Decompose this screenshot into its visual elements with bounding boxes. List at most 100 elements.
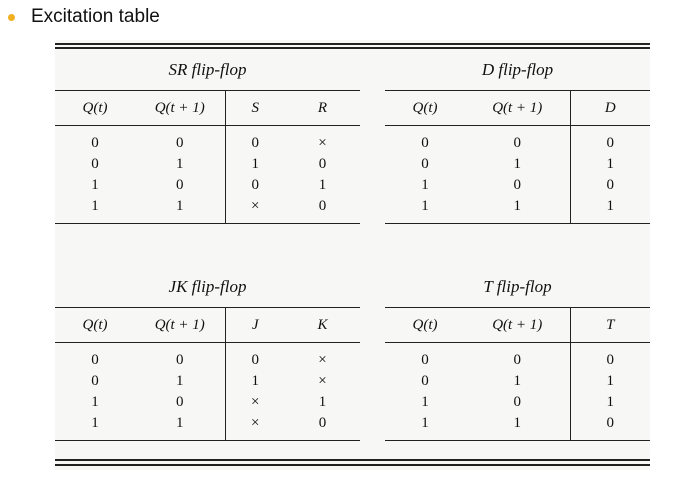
bottom-rule-2	[55, 464, 650, 466]
cell: 0	[465, 125, 571, 154]
cell: 0	[421, 352, 429, 368]
cell: 1	[318, 177, 327, 193]
cell: ×	[251, 394, 260, 410]
table-row: 0 0 0	[385, 342, 650, 371]
sr-header-s: S	[225, 90, 285, 126]
cell: 1	[91, 198, 99, 214]
d-table: Q(t) Q(t + 1) D 0 0 0 0 1 1 1 0 0 1 1 1	[385, 90, 650, 224]
cell: 0	[421, 156, 429, 172]
table-row: 1 0 0	[385, 175, 650, 196]
cell: 1	[91, 177, 99, 193]
cell: 1	[421, 177, 429, 193]
table-row: 1 0 1	[385, 392, 650, 413]
cell: 1	[251, 373, 260, 389]
table-row: 1 0 × 1	[55, 392, 360, 413]
bullet-icon	[8, 14, 15, 21]
d-header-qt1: Q(t + 1)	[465, 90, 571, 126]
table-row: 0 1 1	[385, 154, 650, 175]
table-row: 0 0 0 ×	[55, 125, 360, 154]
sr-table: Q(t) Q(t + 1) S R 0 0 0 × 0 1 1 0 1 0 0 …	[55, 90, 360, 224]
jk-header-qt: Q(t)	[55, 307, 135, 343]
sr-header-qt1: Q(t + 1)	[135, 90, 226, 126]
table-row: 1 1 1	[385, 196, 650, 224]
slide-title-text: Excitation table	[31, 6, 160, 27]
top-rule-2	[55, 47, 650, 49]
cell: 0	[135, 392, 226, 413]
t-header-qt: Q(t)	[385, 307, 465, 343]
t-header-qt1: Q(t + 1)	[465, 307, 571, 343]
cell: 1	[318, 394, 327, 410]
cell: 1	[135, 196, 226, 224]
cell: 0	[318, 156, 327, 172]
t-table: Q(t) Q(t + 1) T 0 0 0 0 1 1 1 0 1 1 1 0	[385, 307, 650, 441]
cell: 1	[465, 196, 571, 224]
sr-caption: SR flip-flop	[168, 60, 247, 79]
table-row: 1 1 0	[385, 413, 650, 441]
t-header-t: T	[570, 307, 650, 343]
cell: 1	[135, 154, 226, 175]
table-row: 0 0 0 ×	[55, 342, 360, 371]
cell: 1	[606, 373, 615, 389]
top-rule-1	[55, 43, 650, 45]
jk-header-qt1: Q(t + 1)	[135, 307, 226, 343]
table-row: 0 1 1 0	[55, 154, 360, 175]
cell: 1	[465, 413, 571, 441]
cell: ×	[318, 352, 327, 368]
table-row: 0 0 0	[385, 125, 650, 154]
cell: 0	[465, 175, 571, 196]
cell: ×	[251, 198, 260, 214]
cell: ×	[318, 373, 327, 389]
cell: 0	[421, 135, 429, 151]
cell: 0	[606, 415, 615, 431]
cell: 1	[421, 198, 429, 214]
cell: 0	[251, 352, 260, 368]
d-header-qt: Q(t)	[385, 90, 465, 126]
cell: 0	[606, 177, 615, 193]
d-header-d: D	[570, 90, 650, 126]
t-caption: T flip-flop	[483, 277, 552, 296]
jk-table: Q(t) Q(t + 1) J K 0 0 0 × 0 1 1 × 1 0 × …	[55, 307, 360, 441]
cell: 0	[318, 198, 327, 214]
cell: 0	[91, 352, 99, 368]
cell: 0	[135, 125, 226, 154]
cell: 1	[91, 415, 99, 431]
cell: 1	[606, 394, 615, 410]
cell: 0	[135, 175, 226, 196]
cell: 0	[91, 156, 99, 172]
table-row: 1 1 × 0	[55, 196, 360, 224]
cell: 0	[318, 415, 327, 431]
cell: 1	[91, 394, 99, 410]
jk-header-j: J	[225, 307, 285, 343]
cell: 0	[91, 373, 99, 389]
cell: 0	[465, 342, 571, 371]
cell: 1	[606, 156, 615, 172]
sr-header-qt: Q(t)	[55, 90, 135, 126]
cell: 1	[135, 413, 226, 441]
table-row: 1 0 0 1	[55, 175, 360, 196]
cell: 1	[606, 198, 615, 214]
cell: 0	[606, 352, 615, 368]
jk-caption: JK flip-flop	[168, 277, 247, 296]
cell: 0	[251, 177, 260, 193]
cell: 0	[421, 373, 429, 389]
table-row: 0 1 1 ×	[55, 371, 360, 392]
cell: ×	[251, 415, 260, 431]
slide-title: Excitation table	[8, 6, 160, 28]
cell: 1	[421, 394, 429, 410]
cell: 0	[91, 135, 99, 151]
cell: 0	[135, 342, 226, 371]
table-row: 1 1 × 0	[55, 413, 360, 441]
cell: 0	[465, 392, 571, 413]
cell: 0	[606, 135, 615, 151]
cell: ×	[318, 135, 327, 151]
cell: 1	[251, 156, 260, 172]
cell: 1	[465, 154, 571, 175]
d-caption: D flip-flop	[481, 60, 554, 79]
cell: 1	[135, 371, 226, 392]
bottom-rule-1	[55, 459, 650, 461]
cell: 0	[251, 135, 260, 151]
table-row: 0 1 1	[385, 371, 650, 392]
cell: 1	[421, 415, 429, 431]
jk-header-k: K	[285, 307, 360, 343]
sr-header-r: R	[285, 90, 360, 126]
